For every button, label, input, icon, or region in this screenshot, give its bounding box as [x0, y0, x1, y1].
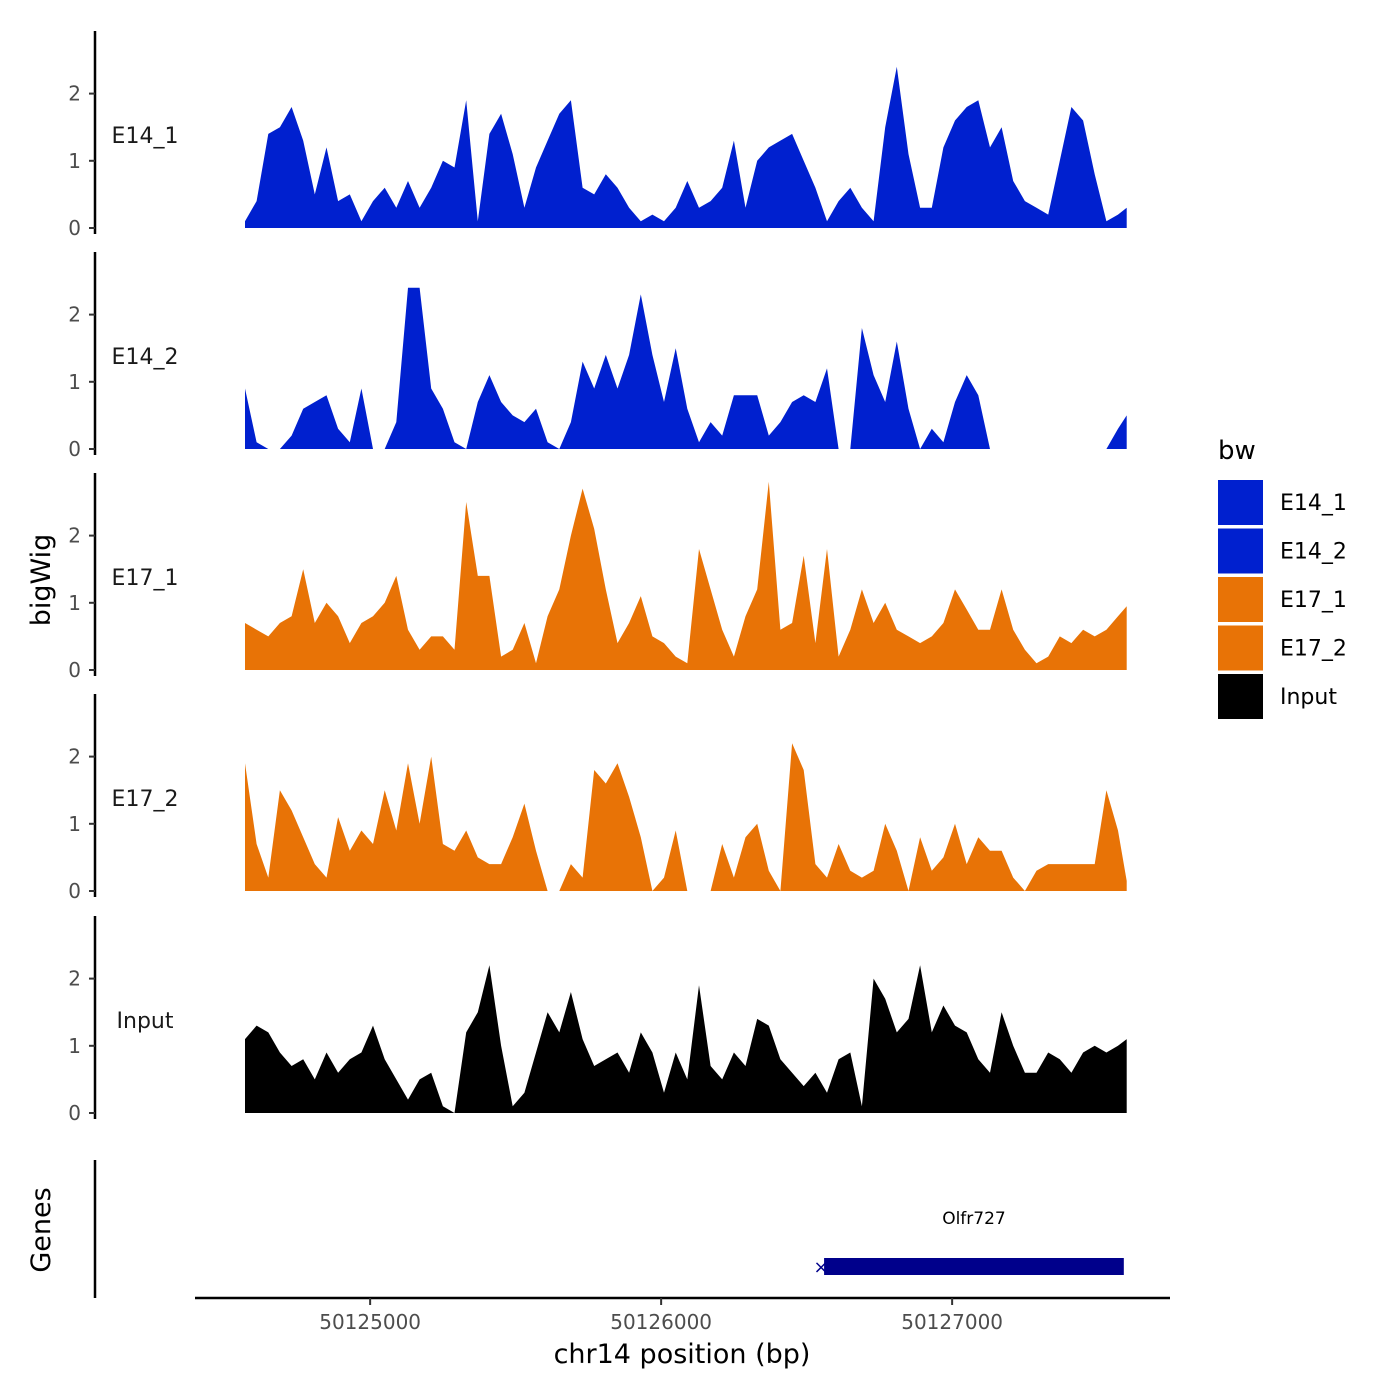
track-E14_1: 0 1 2 E14_1	[68, 31, 1127, 240]
legend-key-Input	[1218, 674, 1263, 719]
x-axis: 50125000 50126000 50127000	[195, 1296, 1170, 1334]
y-tick-label: 1	[68, 1034, 81, 1058]
signal-area-E14_2	[245, 287, 1127, 449]
y-axis-title: bigWig	[26, 534, 57, 627]
y-tick-label: 2	[68, 967, 81, 991]
signal-area-E14_1	[245, 66, 1127, 228]
legend-label: E14_1	[1280, 491, 1347, 516]
track-label: E17_2	[112, 787, 179, 812]
tracks-layer: 0 1 2 E14_1 0 1 2 E14_2 0 1 2 E17_1 0 1 2 E17_2 0 1 2 Input	[68, 31, 1127, 1125]
y-tick-label: 2	[68, 303, 81, 327]
track-label: E17_1	[112, 566, 179, 591]
legend-title: bw	[1218, 436, 1256, 466]
track-label: Input	[117, 1009, 174, 1034]
gene-label: Olfr727	[942, 1209, 1006, 1229]
y-tick-label: 2	[68, 745, 81, 769]
y-tick-label: 1	[68, 812, 81, 836]
y-tick-label: 1	[68, 370, 81, 394]
gene-strand-marker: ×	[814, 1257, 829, 1278]
y-tick-label: 0	[68, 216, 81, 240]
legend-label: Input	[1280, 685, 1337, 710]
track-E17_1: 0 1 2 E17_1	[68, 473, 1127, 682]
y-tick-label: 1	[68, 149, 81, 173]
y-tick-label: 0	[68, 1101, 81, 1125]
x-axis-title: chr14 position (bp)	[554, 1339, 811, 1370]
y-tick-label: 0	[68, 437, 81, 461]
legend-key-E17_2	[1218, 625, 1263, 671]
x-tick-label: 50125000	[319, 1310, 421, 1334]
signal-area-Input	[245, 965, 1127, 1113]
x-tick-label: 50126000	[610, 1310, 712, 1334]
y-tick-label: 0	[68, 879, 81, 903]
legend-key-E14_2	[1218, 528, 1263, 574]
x-tick-label: 50127000	[901, 1310, 1003, 1334]
legend: bw E14_1 E14_2 E17_1 E17_2 Input	[1218, 436, 1347, 719]
gene-panel: × Olfr727	[93, 1160, 1124, 1298]
track-E17_2: 0 1 2 E17_2	[68, 694, 1127, 903]
legend-label: E17_2	[1280, 637, 1347, 662]
track-label: E14_2	[112, 345, 179, 370]
track-E14_2: 0 1 2 E14_2	[68, 252, 1127, 461]
legend-label: E14_2	[1280, 540, 1347, 565]
legend-label: E17_1	[1280, 588, 1347, 613]
track-Input: 0 1 2 Input	[68, 916, 1127, 1125]
y-tick-label: 0	[68, 658, 81, 682]
gene-panel-title: Genes	[26, 1187, 57, 1272]
y-tick-label: 1	[68, 591, 81, 615]
signal-area-E17_1	[245, 481, 1127, 670]
legend-key-E17_1	[1218, 577, 1263, 622]
y-tick-label: 2	[68, 82, 81, 106]
y-tick-label: 2	[68, 524, 81, 548]
track-label: E14_1	[112, 124, 179, 149]
legend-key-E14_1	[1218, 480, 1263, 525]
gene-body-Olfr727	[824, 1258, 1124, 1275]
signal-area-E17_2	[245, 743, 1127, 891]
